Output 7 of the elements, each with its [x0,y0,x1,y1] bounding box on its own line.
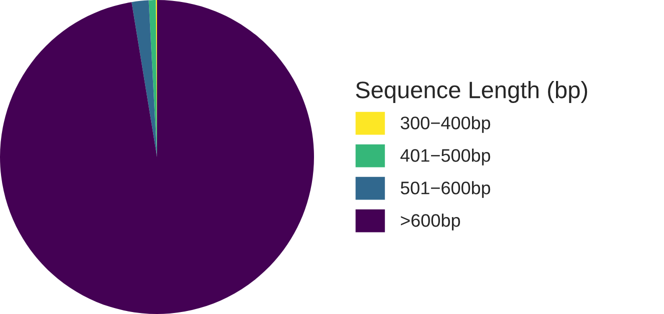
legend-title: Sequence Length (bp) [356,80,588,104]
legend-label: >600bp [400,214,460,230]
legend-label: 501−600bp [400,181,490,198]
legend-label: 401−500bp [400,148,490,166]
pie-slice [0,0,314,314]
pie-slice [132,0,157,157]
legend-label: 300−400bp [400,116,490,133]
